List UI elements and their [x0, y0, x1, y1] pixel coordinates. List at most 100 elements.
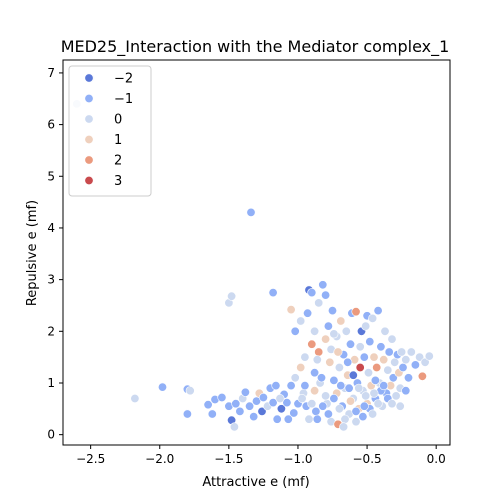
data-point [339, 422, 349, 432]
data-point [272, 414, 282, 424]
x-tick-label: −1.5 [214, 452, 243, 466]
data-point [271, 381, 281, 391]
data-point [420, 357, 430, 367]
data-point [182, 409, 192, 419]
data-point [303, 308, 313, 318]
data-point [316, 373, 326, 383]
data-point [323, 321, 333, 331]
data-point [348, 370, 358, 380]
data-point [245, 401, 255, 411]
chart-title: MED25_Interaction with the Mediator comp… [61, 37, 450, 57]
x-tick-label: 0.0 [427, 452, 446, 466]
data-point [290, 373, 300, 383]
data-point [351, 417, 361, 427]
data-point [290, 326, 300, 336]
legend-label: 3 [114, 174, 122, 189]
data-point [395, 401, 405, 411]
data-point [359, 401, 369, 411]
data-point [321, 334, 331, 344]
data-point [410, 360, 420, 370]
y-tick-label: 0 [47, 428, 55, 442]
data-point [300, 352, 310, 362]
data-point [373, 399, 383, 409]
data-point [289, 408, 299, 418]
data-point [340, 414, 350, 424]
data-point [312, 414, 322, 424]
data-point [321, 391, 331, 401]
data-point [296, 316, 306, 326]
x-axis-label: Attractive e (mf) [202, 475, 309, 490]
data-point [310, 386, 320, 396]
legend-label: 2 [114, 154, 122, 169]
data-point [318, 401, 328, 411]
data-point [307, 288, 317, 298]
data-point [258, 392, 268, 402]
data-point [341, 326, 351, 336]
data-point [286, 381, 296, 391]
data-point [351, 406, 361, 416]
data-point [311, 406, 321, 416]
data-point [361, 321, 371, 331]
data-point [354, 383, 364, 393]
data-point [403, 373, 413, 383]
data-point [297, 393, 307, 403]
legend-label: 0 [114, 113, 122, 128]
legend: −2 −1 0 1 2 3 [68, 65, 152, 197]
plot-frame [62, 59, 451, 446]
legend-label: 1 [114, 133, 122, 148]
data-point [235, 406, 245, 416]
data-point [344, 383, 354, 393]
data-point [379, 381, 389, 391]
legend-label: −1 [114, 92, 133, 107]
data-point [307, 399, 317, 409]
data-point [369, 352, 379, 362]
data-point [373, 306, 383, 316]
data-point [358, 412, 368, 422]
y-tick-label: 4 [47, 221, 55, 235]
data-point [249, 412, 259, 422]
data-point [240, 387, 250, 397]
data-point [314, 298, 324, 308]
data-point [327, 306, 337, 316]
data-point [401, 386, 411, 396]
data-point [268, 288, 278, 298]
data-point [343, 357, 353, 367]
x-tick-label: −0.5 [353, 452, 382, 466]
data-point [329, 393, 339, 403]
data-point [384, 347, 394, 357]
data-point [333, 347, 343, 357]
legend-marker [84, 94, 94, 104]
data-point [351, 307, 361, 317]
legend-label: −2 [114, 72, 133, 87]
data-point [368, 313, 378, 323]
y-tick-label: 2 [47, 324, 55, 338]
y-tick-label: 6 [47, 118, 55, 132]
data-point [355, 362, 365, 372]
data-point [334, 362, 344, 372]
data-point [231, 399, 241, 409]
data-point [363, 368, 373, 378]
data-point [329, 375, 339, 385]
data-point [379, 355, 389, 365]
data-point [383, 365, 393, 375]
data-point [275, 393, 285, 403]
data-point [361, 391, 371, 401]
data-point [387, 399, 397, 409]
data-point [207, 409, 217, 419]
data-point [310, 326, 320, 336]
data-point [276, 404, 286, 414]
data-point [336, 316, 346, 326]
data-point [307, 339, 317, 349]
data-point [304, 414, 314, 424]
data-point [246, 207, 256, 217]
data-point [286, 305, 296, 315]
data-point [217, 392, 227, 402]
data-point [334, 404, 344, 414]
data-point [312, 355, 322, 365]
data-point [314, 347, 324, 357]
y-axis-label: Repulsive e (mf) [25, 200, 40, 306]
data-point [321, 290, 331, 300]
data-point [296, 362, 306, 372]
x-tick-label: −2.5 [76, 452, 105, 466]
data-point [390, 357, 400, 367]
